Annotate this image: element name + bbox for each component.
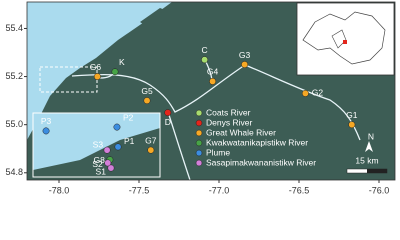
x-tick-label: -76.0 <box>369 185 390 195</box>
site <box>209 77 217 85</box>
inset-site <box>42 127 50 135</box>
legend-swatch <box>195 109 203 117</box>
site <box>143 97 151 105</box>
frame <box>26 1 396 181</box>
scale-label: 15 km <box>355 155 378 165</box>
x-tick-label: -77.5 <box>129 185 150 195</box>
site <box>301 89 309 97</box>
canada-outline <box>302 11 386 65</box>
site-label: K <box>119 57 125 67</box>
inset-site-label: S1 <box>96 166 107 176</box>
legend-swatch <box>195 159 203 167</box>
legend-label: Great Whale River <box>206 127 276 137</box>
inset-site-label: P3 <box>41 116 52 126</box>
legend-label: Kwakwatanikapistikw River <box>206 137 308 147</box>
site-label: G2 <box>312 88 324 98</box>
site <box>111 68 119 76</box>
scale-bar-segment <box>367 169 387 173</box>
water <box>27 2 172 140</box>
inset-site <box>103 146 111 154</box>
site-label: D <box>165 117 171 127</box>
inset-site <box>147 146 155 154</box>
y-tick-label: 54.8 <box>5 167 23 177</box>
site-label: G5 <box>141 86 153 96</box>
site-label: G6 <box>90 62 102 72</box>
inset-land <box>33 128 160 177</box>
legend-swatch <box>195 119 203 127</box>
x-tick-label: -76.5 <box>289 185 310 195</box>
legend-swatch <box>195 129 203 137</box>
legend-label: Sasapimakwananistikw River <box>206 157 316 167</box>
inset-site-label: S3 <box>93 139 104 149</box>
inset-site <box>114 143 122 151</box>
inset-site <box>107 164 115 172</box>
inset-extent <box>39 66 98 93</box>
site <box>348 121 356 129</box>
site <box>201 56 209 64</box>
site-label: G4 <box>207 67 219 77</box>
inset-site <box>113 123 121 131</box>
island <box>140 8 165 26</box>
inset-site-label: G7 <box>145 135 157 145</box>
map: N 15 km -78.0 -77.5 -77.0 -76.5 -76.0 54.8 55.… <box>5 1 396 195</box>
y-tick-label: 55.2 <box>5 71 23 81</box>
inset-site <box>104 159 112 167</box>
site <box>93 73 101 81</box>
north-label: N <box>368 131 374 141</box>
locator <box>296 2 395 76</box>
y-tick-label: 55.0 <box>5 119 23 129</box>
inset-site-label: G8 <box>94 155 106 165</box>
inset-frame <box>32 112 161 178</box>
site <box>241 61 249 68</box>
x-tick-label: -78.0 <box>49 185 70 195</box>
y-tick-label: 55.4 <box>5 23 23 33</box>
legend-swatch <box>195 139 203 147</box>
inset-site-label: P2 <box>123 112 134 122</box>
site-label: C <box>202 45 208 55</box>
site-label: G3 <box>239 50 251 60</box>
x-tick-label: -77.0 <box>209 185 230 195</box>
legend-label: Denys River <box>206 117 252 127</box>
inset-site-label: P1 <box>124 136 135 146</box>
inset-site-label: S2 <box>92 159 103 169</box>
site-label: G1 <box>346 110 358 120</box>
study-area <box>343 40 347 44</box>
site <box>164 109 172 117</box>
arrow <box>365 141 373 152</box>
north-arrow: N 15 km <box>346 131 388 174</box>
legend-label: Coats River <box>206 107 251 117</box>
legend-label: Plume <box>206 147 230 157</box>
legend-swatch <box>195 149 203 157</box>
inset <box>32 112 161 178</box>
